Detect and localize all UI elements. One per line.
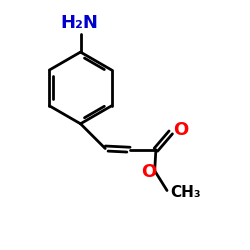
Text: CH₃: CH₃ bbox=[171, 186, 201, 200]
Text: O: O bbox=[141, 163, 156, 181]
Text: H₂N: H₂N bbox=[60, 14, 98, 32]
Text: O: O bbox=[173, 122, 188, 140]
